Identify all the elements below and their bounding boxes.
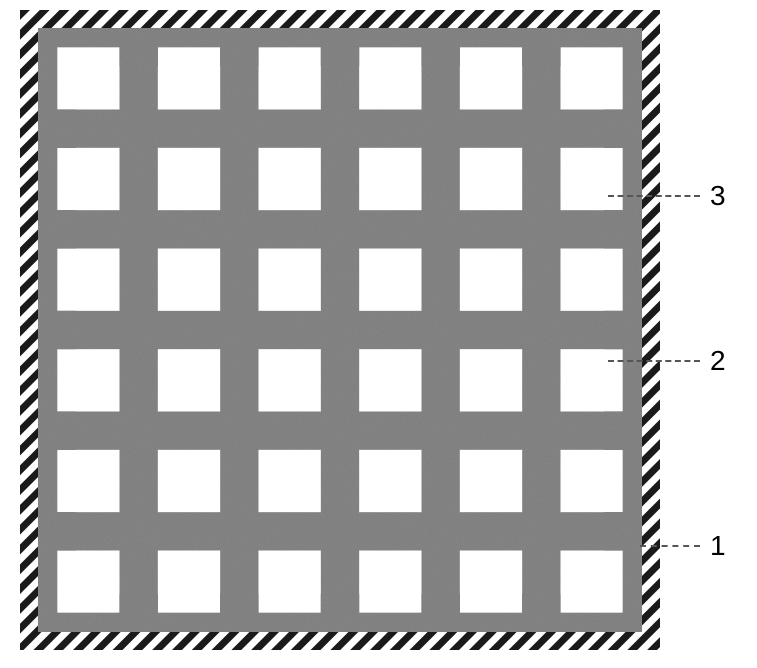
white-cell-hole — [57, 148, 119, 210]
white-cell-hole — [359, 249, 421, 311]
white-cell-hole — [561, 249, 623, 311]
white-cell-hole — [359, 148, 421, 210]
grid-diagram — [20, 10, 660, 650]
white-cell-hole — [57, 349, 119, 411]
white-cell-hole — [460, 47, 522, 109]
dark-grid — [38, 28, 642, 632]
dark-grid-bar — [38, 594, 642, 632]
dark-grid-bar — [38, 512, 642, 550]
white-cell-hole — [359, 450, 421, 512]
white-cell-hole — [57, 47, 119, 109]
white-cell-hole — [460, 551, 522, 613]
dark-grid-bar — [38, 412, 642, 450]
callout-label-3: 3 — [710, 180, 726, 212]
dark-grid-bar — [38, 210, 642, 248]
dark-grid-bar — [38, 311, 642, 349]
white-cell-hole — [561, 349, 623, 411]
white-cell-hole — [561, 551, 623, 613]
white-cell-hole — [259, 551, 321, 613]
white-cell-hole — [259, 47, 321, 109]
leader-line — [608, 360, 700, 362]
white-cell-hole — [259, 450, 321, 512]
white-cell-hole — [359, 551, 421, 613]
white-cell-hole — [57, 551, 119, 613]
white-cell-hole — [460, 349, 522, 411]
white-cell-hole — [158, 551, 220, 613]
leader-line — [640, 545, 700, 547]
white-cell-hole — [57, 249, 119, 311]
dark-grid-bar — [38, 28, 642, 66]
callout-label-2: 2 — [710, 345, 726, 377]
leader-line — [608, 195, 700, 197]
white-cell-hole — [460, 249, 522, 311]
white-cell-hole — [561, 450, 623, 512]
callout-label-1: 1 — [710, 530, 726, 562]
white-cell-hole — [158, 47, 220, 109]
white-cell-hole — [259, 148, 321, 210]
white-cell-hole — [158, 249, 220, 311]
white-cell-hole — [259, 349, 321, 411]
white-cell-hole — [57, 450, 119, 512]
white-cell-hole — [158, 450, 220, 512]
white-cell-hole — [158, 148, 220, 210]
dark-grid-bar — [38, 110, 642, 148]
white-cell-hole — [359, 349, 421, 411]
white-cell-hole — [561, 47, 623, 109]
white-cell-hole — [158, 349, 220, 411]
white-cell-hole — [359, 47, 421, 109]
white-cell-hole — [259, 249, 321, 311]
white-cell-hole — [460, 450, 522, 512]
white-cell-hole — [561, 148, 623, 210]
white-cell-hole — [460, 148, 522, 210]
